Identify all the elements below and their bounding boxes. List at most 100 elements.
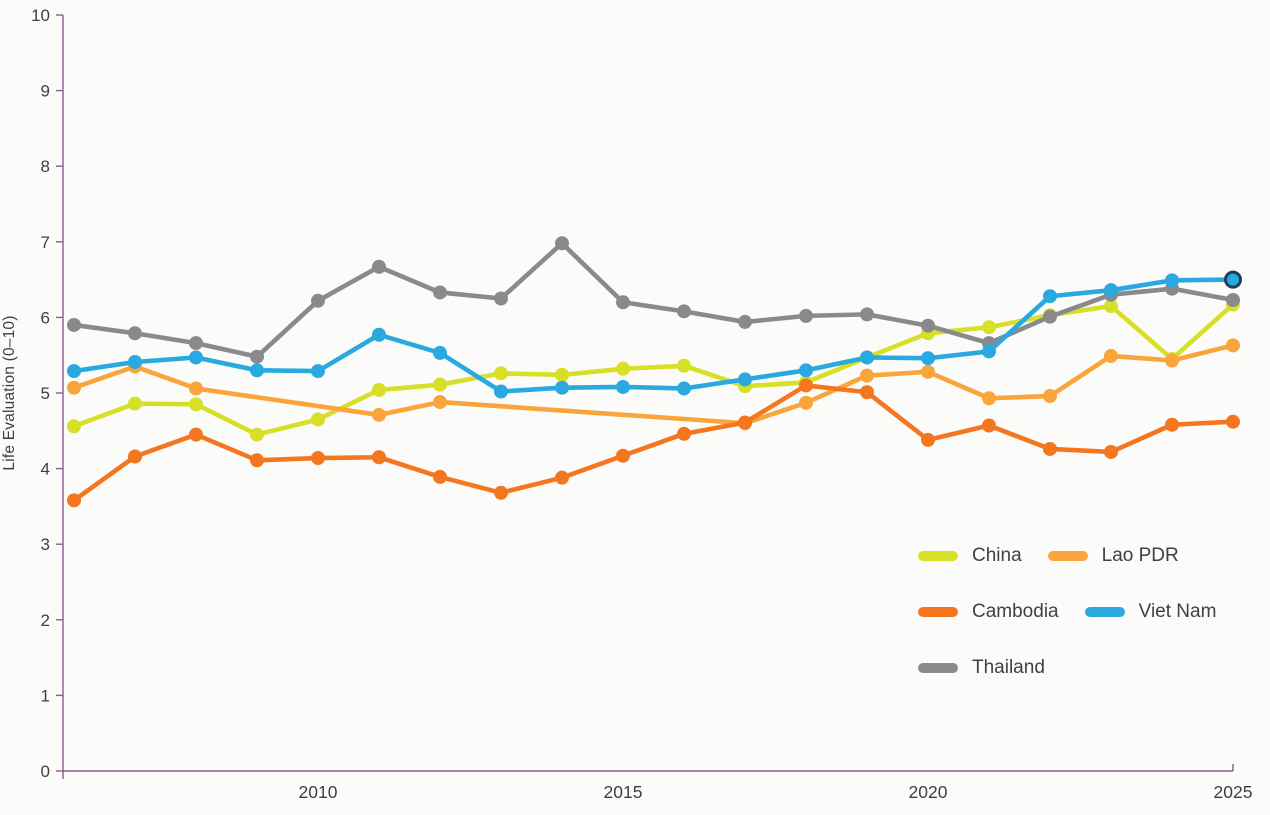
data-point (189, 381, 203, 396)
data-point (921, 351, 935, 366)
data-point (433, 469, 447, 484)
data-point (1226, 414, 1240, 429)
legend-item-thailand: Thailand (918, 657, 1045, 679)
data-point (555, 236, 569, 251)
legend: China Lao PDR Cambodia Viet Nam Thailand (918, 541, 1216, 683)
data-point (189, 336, 203, 351)
data-point (494, 384, 508, 399)
data-point (616, 448, 630, 463)
data-point (1043, 389, 1057, 404)
y-tick-label: 4 (41, 460, 50, 479)
data-point (1226, 293, 1240, 308)
data-point (1226, 338, 1240, 353)
data-point (982, 391, 996, 406)
data-point (1165, 273, 1179, 288)
data-point-highlighted (1224, 270, 1242, 289)
data-point (494, 291, 508, 306)
data-point (860, 368, 874, 383)
y-tick-label: 9 (41, 82, 50, 101)
data-point (738, 314, 752, 329)
legend-row: Cambodia Viet Nam (918, 597, 1216, 627)
data-point (738, 372, 752, 387)
x-tick-label: 2020 (909, 782, 948, 802)
data-point (921, 432, 935, 447)
axes-layer: 0 1 2 3 4 5 6 7 8 9 10 2010 2015 2020 2025 (31, 6, 1252, 802)
legend-swatch (918, 607, 958, 617)
legend-label: Viet Nam (1138, 601, 1217, 622)
legend-label: Thailand (972, 657, 1045, 678)
data-point (67, 419, 81, 434)
data-point (311, 364, 325, 379)
data-point (616, 361, 630, 376)
data-point (921, 364, 935, 379)
x-tick-label: 2025 (1214, 782, 1253, 802)
data-point (372, 259, 386, 274)
data-point (433, 285, 447, 300)
data-point (189, 350, 203, 365)
y-tick-label: 2 (41, 611, 50, 630)
data-point (1165, 353, 1179, 368)
data-point (250, 453, 264, 468)
data-point (677, 358, 691, 373)
legend-item-cambodia: Cambodia (918, 601, 1059, 623)
data-point (433, 345, 447, 360)
data-point (860, 385, 874, 400)
data-point (311, 293, 325, 308)
data-point (799, 308, 813, 323)
y-tick-label: 8 (41, 157, 50, 176)
data-point (128, 326, 142, 341)
data-point (677, 426, 691, 441)
data-point (1165, 417, 1179, 432)
y-tick-label: 6 (41, 308, 50, 327)
data-point (677, 304, 691, 319)
data-point (433, 377, 447, 392)
y-axis-title: Life Evaluation (0–10) (1, 315, 18, 470)
data-point (1104, 444, 1118, 459)
y-tick-label: 0 (41, 762, 50, 781)
data-point (250, 427, 264, 442)
data-point (250, 363, 264, 378)
data-point (67, 317, 81, 332)
series-line (71, 383, 1236, 503)
series-thailand (67, 236, 1240, 364)
data-point (372, 407, 386, 422)
series-viet-nam (67, 270, 1242, 399)
data-point (250, 349, 264, 364)
data-point (555, 470, 569, 485)
legend-label: Cambodia (972, 601, 1059, 622)
data-point (372, 382, 386, 397)
data-point (799, 378, 813, 393)
data-point (555, 367, 569, 382)
data-point (1043, 441, 1057, 456)
data-point (67, 493, 81, 508)
data-point (67, 380, 81, 395)
y-tick-label: 5 (41, 384, 50, 403)
series-line (71, 241, 1236, 360)
data-point (311, 451, 325, 466)
data-point (1104, 299, 1118, 314)
legend-label: China (972, 545, 1022, 566)
data-point (1104, 283, 1118, 298)
data-point (799, 363, 813, 378)
data-point (311, 412, 325, 427)
data-point (433, 395, 447, 410)
data-point (616, 295, 630, 310)
data-point (616, 379, 630, 394)
legend-label: Lao PDR (1101, 545, 1179, 566)
series-line (71, 302, 1236, 437)
legend-row: Thailand (918, 653, 1216, 683)
series-cambodia (67, 378, 1240, 508)
legend-swatch (918, 551, 958, 561)
data-point (67, 364, 81, 379)
y-tick-label: 1 (41, 686, 50, 705)
data-point (982, 418, 996, 433)
data-point (189, 427, 203, 442)
data-point (982, 344, 996, 359)
data-point (494, 366, 508, 381)
data-point (1043, 309, 1057, 324)
x-tick-label: 2015 (604, 782, 643, 802)
legend-item-china: China (918, 545, 1022, 567)
series-line (71, 343, 1236, 426)
data-point (555, 380, 569, 395)
